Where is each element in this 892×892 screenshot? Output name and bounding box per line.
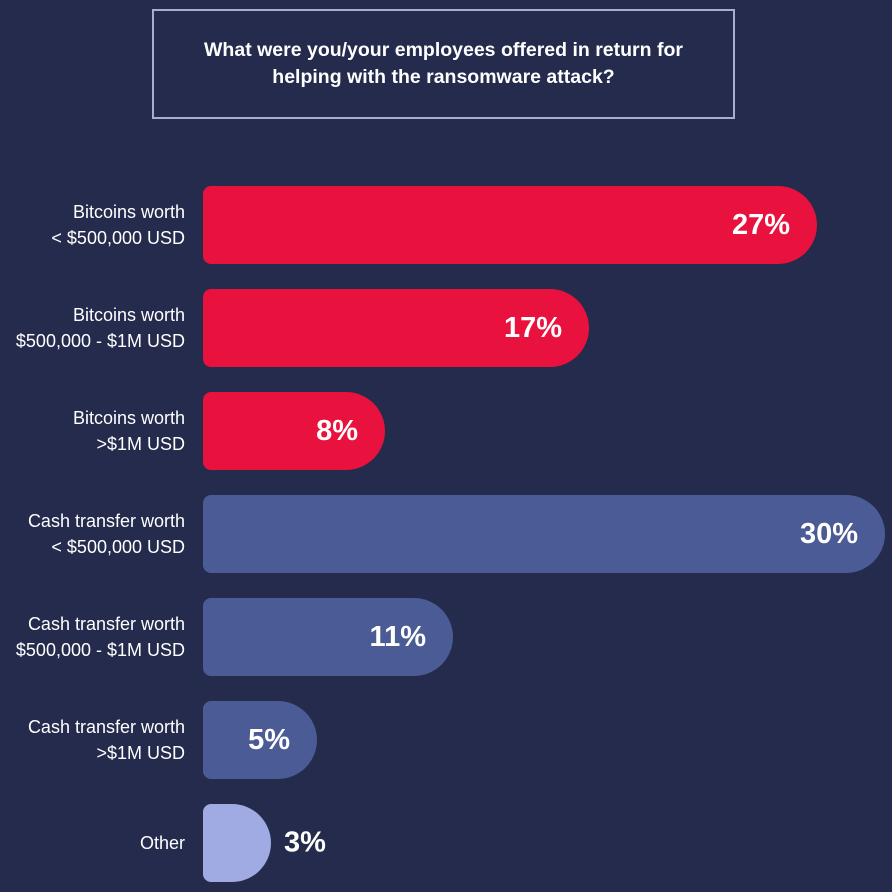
category-label-line: >$1M USD bbox=[96, 434, 185, 454]
category-label-line: Bitcoins worth bbox=[72, 305, 185, 325]
bar: 11% bbox=[203, 598, 453, 676]
value-label: 30% bbox=[799, 517, 858, 550]
category-label: Cash transfer worth >$1M USD bbox=[0, 714, 185, 766]
category-label-line: Cash transfer worth bbox=[27, 717, 185, 737]
category-label-line: $500,000 - $1M USD bbox=[15, 331, 185, 351]
bar: 17% bbox=[203, 289, 589, 367]
value-label: 17% bbox=[503, 311, 562, 344]
bar: 3% bbox=[203, 804, 326, 882]
category-label-line: Bitcoins worth bbox=[72, 408, 185, 428]
bar-track: 27% bbox=[203, 186, 892, 264]
category-label-line: >$1M USD bbox=[96, 743, 185, 763]
category-label-line: Other bbox=[139, 833, 185, 853]
chart-row: Cash transfer worth $500,000 - $1M USD 11% bbox=[0, 598, 892, 676]
category-label: Bitcoins worth $500,000 - $1M USD bbox=[0, 302, 185, 354]
chart-row: Bitcoins worth >$1M USD 8% bbox=[0, 392, 892, 470]
category-label: Bitcoins worth < $500,000 USD bbox=[0, 199, 185, 251]
chart-title-box: What were you/your employees offered in … bbox=[152, 9, 735, 119]
chart-row: Bitcoins worth < $500,000 USD 27% bbox=[0, 186, 892, 264]
chart-row: Cash transfer worth < $500,000 USD 30% bbox=[0, 495, 892, 573]
chart-row: Cash transfer worth >$1M USD 5% bbox=[0, 701, 892, 779]
value-label: 27% bbox=[731, 208, 790, 241]
value-label: 8% bbox=[316, 414, 358, 447]
category-label: Bitcoins worth >$1M USD bbox=[0, 405, 185, 457]
bar-track: 30% bbox=[203, 495, 892, 573]
value-label: 5% bbox=[248, 723, 290, 756]
bar: 8% bbox=[203, 392, 385, 470]
bar-chart: Bitcoins worth < $500,000 USD 27% Bitcoins … bbox=[0, 186, 892, 892]
category-label-line: < $500,000 USD bbox=[51, 228, 185, 248]
value-label: 11% bbox=[369, 620, 426, 653]
bar: 30% bbox=[203, 495, 885, 573]
category-label-line: < $500,000 USD bbox=[51, 537, 185, 557]
category-label-line: Bitcoins worth bbox=[72, 202, 185, 222]
category-label: Other bbox=[0, 830, 185, 856]
category-label-line: Cash transfer worth bbox=[27, 511, 185, 531]
bar-track: 17% bbox=[203, 289, 892, 367]
bar: 27% bbox=[203, 186, 817, 264]
bar-track: 11% bbox=[203, 598, 892, 676]
bar: 5% bbox=[203, 701, 317, 779]
chart-row: Bitcoins worth $500,000 - $1M USD 17% bbox=[0, 289, 892, 367]
chart-title: What were you/your employees offered in … bbox=[204, 39, 683, 88]
value-label: 3% bbox=[284, 826, 326, 859]
category-label: Cash transfer worth $500,000 - $1M USD bbox=[0, 611, 185, 663]
bar-track: 8% bbox=[203, 392, 892, 470]
bar-track: 3% bbox=[203, 804, 892, 882]
category-label: Cash transfer worth < $500,000 USD bbox=[0, 508, 185, 560]
chart-row: Other 3% bbox=[0, 804, 892, 882]
category-label-line: Cash transfer worth bbox=[27, 614, 185, 634]
bar-track: 5% bbox=[203, 701, 892, 779]
category-label-line: $500,000 - $1M USD bbox=[15, 640, 185, 660]
